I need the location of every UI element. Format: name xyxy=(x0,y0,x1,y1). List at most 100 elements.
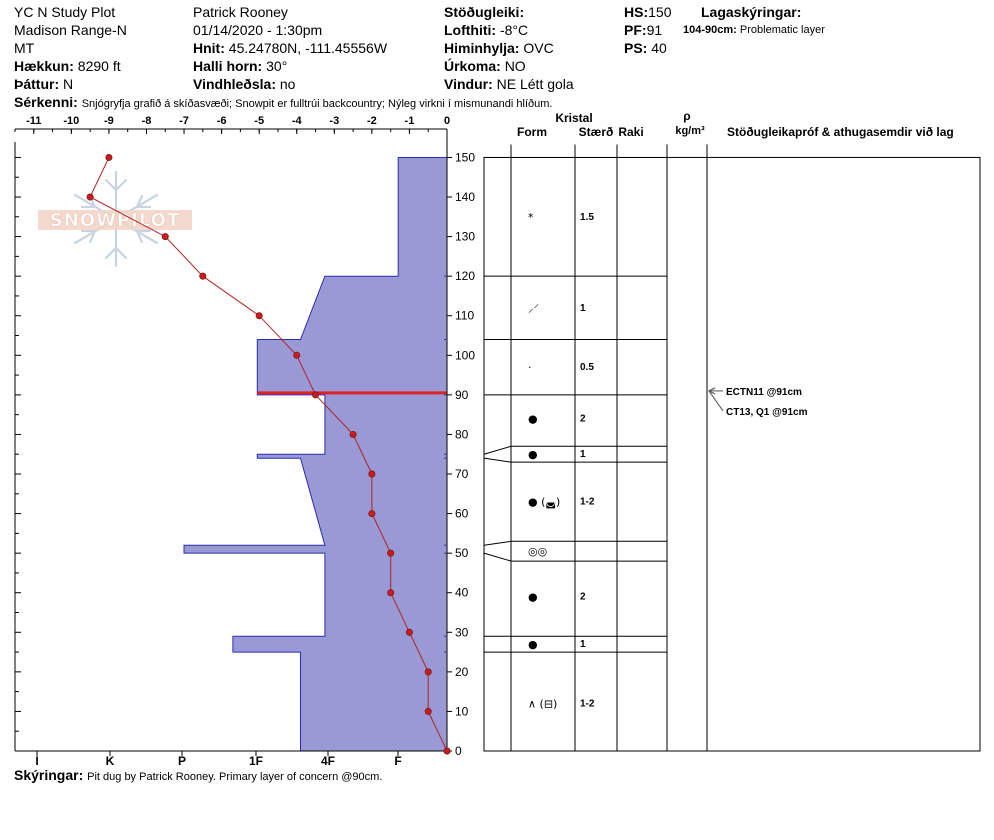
temp-tick-label: -1 xyxy=(405,115,415,127)
layer-form: ● (◛) xyxy=(528,496,560,509)
aspect: Þáttur: N xyxy=(14,76,74,92)
layer-size: 1 xyxy=(580,449,586,460)
temperature-point xyxy=(312,391,320,399)
temperature-point xyxy=(293,351,301,359)
layer-form: ∧ (⊟) xyxy=(528,698,557,711)
stability-label: Stöðugleiki: xyxy=(444,4,525,20)
snowpilot-watermark: SNOWPILOT xyxy=(38,170,192,268)
layer-size: 1 xyxy=(580,639,586,650)
air-temp: Lofthiti: -8°C xyxy=(444,22,529,38)
height-tick-label: 110 xyxy=(455,309,474,323)
highlight-layer-line xyxy=(257,391,447,395)
precipitation: Úrkoma: NO xyxy=(444,58,526,74)
height-tick-label: 150 xyxy=(455,150,475,164)
coordinates: Hnit: 45.24780N, -111.45556W xyxy=(193,40,388,56)
remarks: Sérkenni: Snjógryfja grafið á skíðasvæði… xyxy=(14,94,553,110)
header-rho: ρ xyxy=(683,109,690,123)
layer-form: ● xyxy=(528,591,538,604)
slope-angle: Halli horn: 30° xyxy=(193,58,288,74)
layer-form: ● xyxy=(528,638,538,651)
temp-tick-label: -3 xyxy=(329,115,339,127)
test-label: CT13, Q1 @91cm xyxy=(726,407,808,418)
header-tests: Stöðugleikapróf & athugasemdir við lag xyxy=(727,125,954,139)
temp-tick-label: -8 xyxy=(142,115,152,127)
temp-tick-label: 0 xyxy=(444,115,450,127)
height-tick-label: 90 xyxy=(455,388,469,402)
elevation: Hækkun: 8290 ft xyxy=(14,58,121,74)
temp-tick-label: -6 xyxy=(217,115,227,127)
layer-form: · xyxy=(528,361,532,374)
temperature-point xyxy=(387,549,395,557)
hardness-label: P xyxy=(178,754,186,768)
temperature-point xyxy=(368,470,376,478)
pit-depth: PF:91 xyxy=(624,22,663,38)
header-form: Form xyxy=(517,125,547,139)
layer-form: ● xyxy=(528,413,538,426)
layer-size: 1-2 xyxy=(580,497,595,508)
layer-form: ● xyxy=(528,448,538,461)
temp-tick-label: -7 xyxy=(179,115,189,127)
layer-size: 2 xyxy=(580,414,586,425)
site-name: YC N Study Plot xyxy=(14,4,116,20)
temperature-point xyxy=(387,589,395,597)
temperature-point xyxy=(161,233,169,241)
height-tick-label: 120 xyxy=(455,269,475,283)
layer-form: ⸝⸍ xyxy=(528,302,539,315)
temperature-point xyxy=(255,312,263,320)
height-tick-label: 140 xyxy=(455,190,475,204)
layer-size: 1.5 xyxy=(580,212,594,223)
temp-tick-label: -2 xyxy=(367,115,377,127)
temperature-line xyxy=(89,157,448,752)
range-name: Madison Range-N xyxy=(14,22,127,38)
test-arrow xyxy=(708,390,724,412)
hardness-label: 1F xyxy=(249,754,263,768)
height-tick-label: 40 xyxy=(455,586,469,600)
snow-height: HS:150 xyxy=(624,4,672,20)
height-tick-label: 50 xyxy=(455,546,469,560)
temp-tick-label: -11 xyxy=(26,115,41,127)
temperature-point xyxy=(424,668,432,676)
hardness-label: K xyxy=(106,754,115,768)
test-arrow-head xyxy=(707,387,716,395)
temp-tick-label: -5 xyxy=(254,115,264,127)
temperature-point xyxy=(86,193,94,201)
layer-connector xyxy=(483,552,512,562)
layer-connector xyxy=(483,540,512,546)
wind-loading: Vindhleðsla: no xyxy=(193,76,296,92)
layer-note: 104-90cm: Problematic layer xyxy=(683,24,825,36)
test-label: ECTN11 @91cm xyxy=(726,387,802,398)
state-name: MT xyxy=(14,40,35,56)
layer-notes-label: Lagaskýringar: xyxy=(701,4,802,20)
height-tick-label: 20 xyxy=(455,665,469,679)
height-tick-label: 80 xyxy=(455,427,469,441)
height-tick-label: 30 xyxy=(455,625,469,639)
layer-size: 1 xyxy=(580,303,586,314)
temperature-point xyxy=(443,747,451,755)
hardness-label: 4F xyxy=(321,754,335,768)
height-tick-label: 70 xyxy=(455,467,469,481)
header-moisture: Raki xyxy=(618,125,643,139)
temperature-point xyxy=(105,153,113,161)
temp-tick-label: -9 xyxy=(104,115,114,127)
ps-value: PS: 40 xyxy=(624,40,667,56)
temperature-point xyxy=(349,430,357,438)
height-tick-label: 60 xyxy=(455,507,469,521)
layer-form: ◎◎ xyxy=(528,545,547,558)
watermark-text: SNOWPILOT xyxy=(50,210,180,231)
layer-size: 1-2 xyxy=(580,699,595,710)
layer-form: * xyxy=(528,211,534,224)
temperature-point xyxy=(199,272,207,280)
hardness-label: I xyxy=(35,754,38,768)
layer-connector xyxy=(483,445,512,455)
footer-notes: Skýringar: Pit dug by Patrick Rooney. Pr… xyxy=(14,767,383,783)
observer: Patrick Rooney xyxy=(193,4,288,20)
hardness-profile xyxy=(183,157,448,752)
sky-cover: Himinhylja: OVC xyxy=(444,40,554,56)
header-size: Stærð xyxy=(579,125,614,139)
wind: Vindur: NE Létt gola xyxy=(444,76,574,92)
height-tick-label: 0 xyxy=(455,744,462,758)
table-frame xyxy=(483,156,981,752)
temp-tick-label: -4 xyxy=(292,115,303,127)
temp-tick-label: -10 xyxy=(63,115,79,127)
